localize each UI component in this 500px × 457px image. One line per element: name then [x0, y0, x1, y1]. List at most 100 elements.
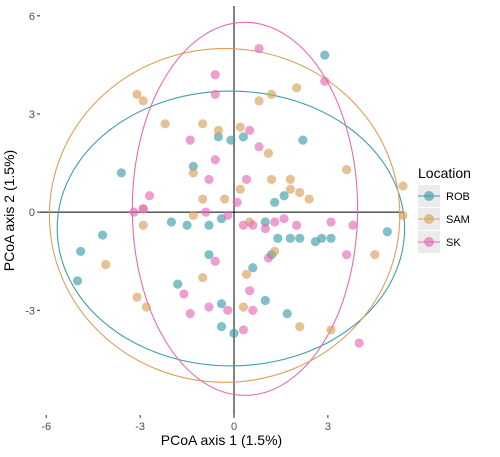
confidence-ellipses	[48, 21, 406, 396]
point-rob	[238, 132, 249, 142]
point-sam	[235, 122, 245, 132]
point-sam	[141, 302, 151, 312]
point-rob	[226, 135, 236, 145]
point-sam	[101, 259, 111, 270]
plot-area	[40, 6, 403, 415]
point-sk	[326, 217, 336, 227]
point-sam	[198, 194, 208, 204]
y-tick-label: -3	[25, 305, 35, 317]
point-sk	[185, 308, 195, 319]
point-sk	[144, 191, 155, 201]
point-rob	[204, 250, 214, 260]
point-sam	[220, 194, 230, 204]
point-sk	[201, 207, 211, 217]
point-rob	[188, 161, 198, 171]
y-tick-label: 3	[29, 109, 35, 121]
point-rob	[279, 191, 289, 201]
point-sk	[223, 305, 233, 315]
point-sk	[260, 223, 270, 234]
point-sk	[241, 174, 252, 185]
point-sam	[342, 165, 352, 175]
point-rob	[260, 217, 270, 227]
point-rob	[320, 50, 330, 60]
point-rob	[273, 233, 283, 243]
point-sk	[245, 286, 255, 296]
legend-items: ROB SAM SK	[418, 185, 470, 253]
point-sam	[132, 292, 142, 302]
point-sk	[210, 70, 220, 80]
y-axis-title: PCoA axis 2 (1.5%)	[1, 150, 17, 271]
point-sam	[235, 184, 245, 194]
point-sk	[248, 305, 258, 315]
point-rob	[182, 220, 192, 230]
point-rob	[76, 246, 86, 256]
point-sam	[160, 119, 170, 129]
point-rob	[382, 227, 392, 237]
point-sam	[263, 148, 274, 158]
point-rob	[295, 233, 305, 243]
point-sk	[204, 302, 214, 312]
point-sam	[138, 220, 148, 230]
point-sam	[138, 96, 148, 106]
point-rob	[298, 135, 308, 145]
point-sam	[188, 210, 198, 221]
point-sam	[370, 250, 380, 260]
point-sk	[248, 220, 258, 230]
x-axis-title: PCoA axis 1 (1.5%)	[161, 432, 282, 448]
point-sam	[285, 184, 295, 194]
axis-ticks: -6 -3 0 3 -3 0 3 6	[25, 11, 331, 433]
point-sk	[185, 135, 195, 145]
point-rob	[326, 233, 336, 243]
point-sk	[232, 197, 242, 207]
y-tick-label: 6	[29, 11, 35, 23]
point-sk	[238, 220, 249, 230]
point-sam	[304, 194, 314, 204]
point-rob	[229, 328, 239, 338]
point-sk	[210, 89, 220, 99]
point-sam	[398, 210, 408, 221]
point-sk	[179, 289, 189, 299]
point-sam	[295, 322, 305, 332]
point-sk	[270, 217, 280, 227]
point-sam	[266, 174, 277, 185]
point-sam	[326, 325, 336, 335]
x-tick-label: -3	[135, 421, 145, 433]
legend-label-rob: ROB	[446, 191, 470, 203]
point-sk	[245, 125, 255, 135]
point-sk	[210, 155, 220, 165]
point-rob	[216, 322, 227, 332]
point-rob	[260, 295, 270, 306]
legend-title: Location	[418, 165, 471, 181]
point-sam	[398, 181, 408, 191]
point-rob	[173, 279, 183, 289]
point-sk	[348, 220, 358, 230]
point-sk	[263, 253, 274, 263]
point-rob	[248, 263, 258, 273]
x-tick-label: 3	[325, 421, 331, 433]
point-sk	[238, 325, 249, 335]
point-sam	[188, 168, 198, 178]
point-sk	[254, 142, 264, 152]
point-rob	[270, 197, 280, 207]
ellipse-rob	[56, 90, 406, 367]
point-sk	[354, 338, 364, 348]
point-rob	[213, 132, 223, 142]
point-sk	[279, 214, 289, 224]
point-sk	[223, 210, 233, 221]
x-tick-label: -6	[41, 421, 51, 433]
point-rob	[285, 233, 295, 243]
point-sam	[132, 89, 142, 99]
point-sk	[210, 256, 220, 266]
point-sk	[254, 43, 264, 54]
point-rob	[204, 220, 214, 230]
point-sam	[198, 272, 208, 283]
point-rob	[216, 299, 227, 309]
point-rob	[72, 276, 83, 286]
point-sam	[285, 174, 295, 185]
point-sam	[266, 89, 277, 99]
point-sam	[198, 119, 208, 129]
point-rob	[317, 233, 327, 243]
point-sam	[292, 83, 302, 93]
x-tick-label: 0	[231, 421, 237, 433]
